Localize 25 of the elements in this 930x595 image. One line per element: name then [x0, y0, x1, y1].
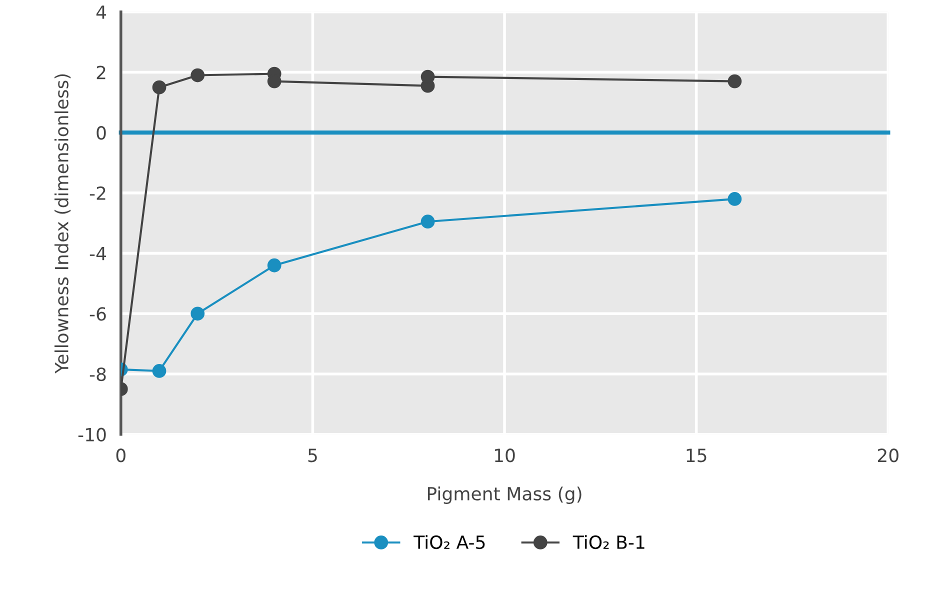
y-tick-label: -6 [90, 307, 106, 321]
y-tick-label: 4 [96, 6, 106, 19]
point [728, 74, 742, 88]
point [728, 192, 742, 206]
y-tick-label: -2 [90, 186, 106, 200]
x-axis-title: Pigment Mass (g) [428, 486, 582, 504]
x-tick-label: 15 [686, 448, 706, 462]
x-tick-label: 10 [495, 448, 515, 462]
x-tick-label: 5 [308, 448, 317, 462]
legend-label: TiO₂ B-1 [572, 535, 644, 550]
point [152, 80, 166, 94]
y-tick-label: 2 [96, 66, 106, 80]
x-tick-label: 0 [116, 448, 126, 462]
y-axis-title: Yellowness Index (dimensionless) [54, 74, 71, 374]
point [152, 364, 166, 378]
point [190, 306, 205, 321]
y-tick-label: -8 [90, 367, 106, 382]
legend-label: TiO₂ A-5 [414, 535, 485, 550]
y-tick-label: -10 [78, 428, 106, 442]
y-tick-label: 0 [96, 126, 106, 140]
y-tick-label: -4 [90, 246, 106, 260]
x-tick-label: 20 [878, 448, 898, 462]
point [190, 68, 205, 82]
point [267, 258, 282, 272]
point [420, 214, 435, 229]
